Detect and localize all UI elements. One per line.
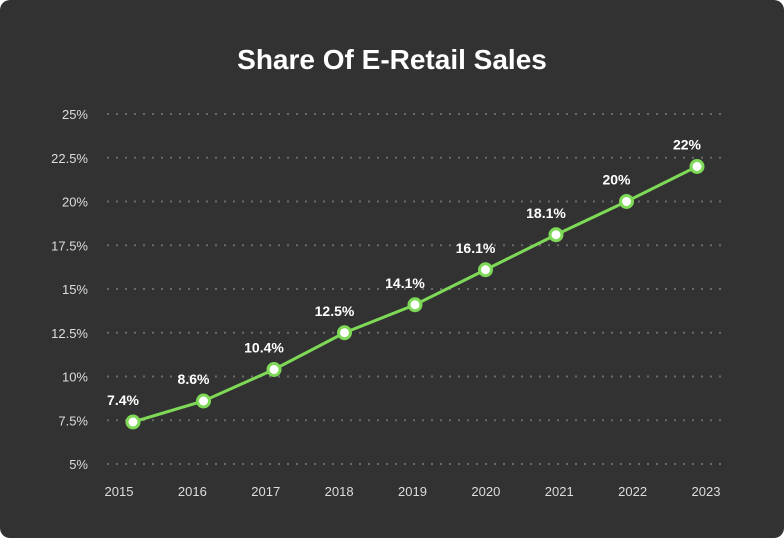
data-label: 18.1% — [526, 205, 566, 221]
data-label: 16.1% — [456, 240, 496, 256]
data-label: 20% — [602, 172, 631, 188]
y-tick-label: 25% — [62, 107, 88, 122]
x-tick-label: 2015 — [105, 484, 134, 499]
data-label: 22% — [673, 137, 702, 153]
data-point — [125, 414, 141, 430]
data-label: 7.4% — [107, 392, 139, 408]
y-tick-label: 10% — [62, 370, 88, 385]
x-tick-label: 2021 — [545, 484, 574, 499]
x-tick-label: 2019 — [398, 484, 427, 499]
data-label: 10.4% — [244, 340, 284, 356]
y-tick-label: 5% — [69, 457, 88, 472]
y-tick-label: 17.5% — [51, 238, 88, 253]
chart-title: Share Of E-Retail Sales — [237, 44, 547, 75]
y-tick-label: 22.5% — [51, 151, 88, 166]
x-tick-label: 2018 — [325, 484, 354, 499]
data-point — [548, 227, 564, 243]
x-tick-label: 2016 — [178, 484, 207, 499]
y-tick-label: 20% — [62, 195, 88, 210]
data-point — [407, 297, 423, 313]
data-point — [478, 262, 493, 278]
data-point — [266, 362, 282, 377]
series-line — [132, 165, 698, 424]
data-point — [619, 194, 634, 209]
x-tick-label: 2020 — [471, 484, 500, 499]
x-tick-label: 2017 — [251, 484, 280, 499]
data-label: 14.1% — [385, 275, 425, 291]
x-tick-label: 2022 — [618, 484, 647, 499]
y-tick-label: 15% — [62, 282, 88, 297]
data-point — [337, 325, 352, 341]
data-point — [196, 393, 211, 409]
data-point — [689, 159, 705, 174]
x-tick-label: 2023 — [692, 484, 721, 499]
y-tick-label: 12.5% — [51, 326, 88, 341]
y-tick-label: 7.5% — [58, 413, 88, 428]
data-label: 12.5% — [315, 303, 355, 319]
data-label: 8.6% — [178, 371, 210, 387]
